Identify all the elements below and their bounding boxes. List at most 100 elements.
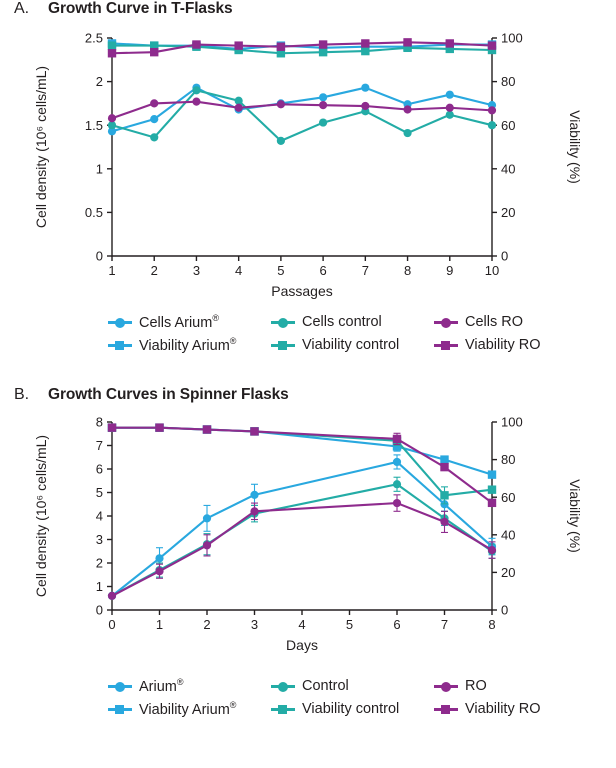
legend-label: Viability Arium® — [139, 336, 237, 355]
data-point — [107, 423, 117, 432]
legend-label: Viability control — [302, 337, 400, 354]
data-point — [392, 434, 402, 444]
data-point — [319, 118, 328, 127]
panel-a-letter: A. — [14, 0, 30, 17]
series-control — [107, 476, 497, 600]
y-ticklabel-left: 8 — [96, 415, 103, 430]
legend-circle-icon — [108, 680, 132, 692]
panel-a-header: A. Growth Curve in T-Flasks — [0, 0, 616, 24]
data-point — [487, 106, 497, 115]
y-ticklabel-left: 1.5 — [85, 118, 103, 133]
legend-label: Cells control — [302, 313, 382, 330]
data-point — [440, 517, 449, 526]
y-axis-title-right: Viability (%) — [567, 479, 583, 553]
panel-b-letter: B. — [14, 386, 30, 403]
axis-frame — [111, 38, 493, 257]
data-point — [234, 96, 243, 105]
data-point — [392, 498, 402, 508]
x-ticklabel: 6 — [393, 617, 400, 632]
legend-circle-icon — [108, 316, 132, 328]
legend-circle-icon — [434, 680, 458, 692]
data-point — [487, 485, 497, 494]
data-point — [107, 591, 117, 600]
panel-a: A. Growth Curve in T-Flasks 0 0.5 1 1.5 2 2.5… — [0, 0, 616, 378]
y-axis-title-right: Viability (%) — [567, 110, 583, 184]
data-point — [361, 101, 370, 111]
data-point — [202, 514, 212, 523]
data-point — [445, 110, 454, 119]
legend-item: Viability RO — [434, 701, 594, 717]
series-cells-control — [107, 86, 497, 145]
legend-square-icon — [108, 339, 132, 351]
data-point — [318, 40, 328, 49]
x-ticklabel: 1 — [108, 263, 115, 278]
legend-item: Control — [271, 678, 434, 694]
legend-label: RO — [465, 677, 487, 694]
data-point — [150, 41, 159, 50]
data-point — [487, 121, 497, 130]
legend-circle-icon — [434, 316, 458, 328]
series-line — [110, 44, 494, 55]
x-ticklabel: 8 — [404, 263, 411, 278]
data-point — [392, 480, 402, 489]
data-point — [361, 46, 370, 56]
data-point — [361, 39, 370, 48]
data-point — [250, 507, 259, 516]
y-ticklabel-right: 0 — [501, 603, 508, 618]
x-axis-title: Passages — [271, 283, 332, 299]
data-point — [276, 136, 285, 145]
data-point — [155, 423, 164, 432]
data-point — [445, 44, 454, 54]
data-point — [107, 121, 117, 130]
y-ticklabel-left: 4 — [96, 509, 103, 524]
x-ticklabel: 2 — [151, 263, 158, 278]
series-viability-arium- — [107, 423, 497, 479]
data-point — [155, 567, 164, 576]
y-ticklabel-left: 0 — [96, 603, 103, 618]
data-point — [107, 114, 117, 123]
data-point — [250, 427, 259, 436]
panel-b: B. Growth Curves in Spinner Flasks 0 1 2 3 4… — [0, 386, 616, 768]
x-ticklabel: 9 — [446, 263, 453, 278]
series-viability-ro — [107, 423, 497, 508]
y-ticklabel-right: 60 — [501, 490, 515, 505]
x-ticklabel: 5 — [346, 617, 353, 632]
series-line — [110, 483, 494, 597]
registered-mark: ® — [176, 677, 184, 687]
data-point — [202, 541, 212, 550]
x-ticklabel: 6 — [319, 263, 326, 278]
y-ticklabel-left: 1 — [96, 579, 103, 594]
y-axis-title-left: Cell density (10⁶ cells/mL) — [33, 435, 49, 597]
x-ticklabel: 3 — [193, 263, 200, 278]
legend-label: Cells Arium® — [139, 313, 219, 331]
data-point — [319, 101, 328, 110]
data-point — [487, 45, 497, 55]
x-ticklabel: 3 — [251, 617, 258, 632]
y-ticklabel-right: 20 — [501, 565, 515, 580]
legend-item: Cells RO — [434, 314, 594, 330]
data-point — [107, 41, 117, 50]
x-axis-title: Days — [286, 637, 318, 653]
registered-mark: ® — [212, 313, 219, 323]
data-point — [440, 462, 449, 472]
y-ticklabel-left: 2 — [96, 74, 103, 89]
legend-item: Viability Arium® — [108, 336, 271, 355]
y-axis-title-left: Cell density (10⁶ cells/mL) — [33, 66, 49, 228]
legend-label: Viability RO — [465, 701, 541, 718]
y-ticklabel-left: 6 — [96, 462, 103, 477]
data-point — [392, 457, 402, 467]
y-ticklabel-right: 100 — [501, 415, 523, 430]
y-ticklabel-right: 80 — [501, 452, 515, 467]
data-point — [150, 114, 159, 124]
y-ticklabel-right: 40 — [501, 527, 515, 542]
panel-b-header: B. Growth Curves in Spinner Flasks — [0, 386, 616, 410]
data-point — [202, 425, 212, 434]
data-point — [487, 41, 497, 50]
series-line — [110, 41, 494, 55]
series-line — [110, 100, 494, 120]
series-cells-ro — [107, 97, 497, 123]
y-ticklabel-right: 100 — [501, 31, 523, 46]
data-point — [250, 490, 259, 499]
data-point — [403, 128, 412, 138]
